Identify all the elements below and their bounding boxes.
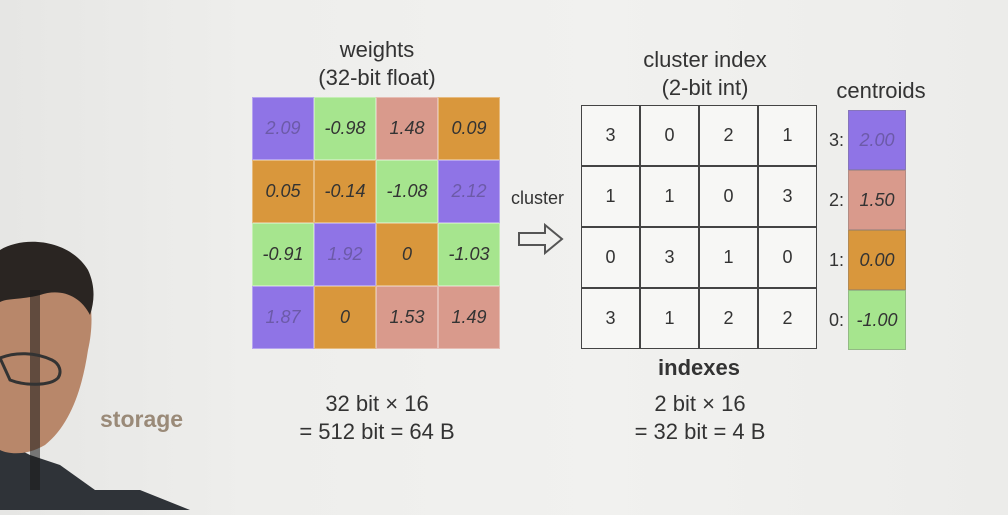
index-cell: 1 (581, 166, 640, 227)
centroid-label: 0: (828, 309, 844, 330)
weight-cell: 2.09 (252, 97, 314, 160)
centroid-label: 3: (828, 129, 844, 150)
centroid-row: 2: 1.50 (820, 170, 910, 230)
weight-cell: 0 (376, 223, 438, 286)
weights-title-line1: weights (339, 37, 415, 62)
weight-cell: -1.08 (376, 160, 438, 223)
index-storage: 2 bit × 16 = 32 bit = 4 B (590, 390, 810, 446)
weight-cell: 1.49 (438, 286, 500, 349)
weights-storage-line1: 32 bit × 16 (325, 391, 429, 416)
storage-label: storage (100, 406, 184, 432)
centroid-row: 1: 0.00 (820, 230, 910, 290)
index-cell: 1 (640, 288, 699, 349)
index-cell: 3 (581, 105, 640, 166)
centroid-row: 3: 2.00 (820, 110, 910, 170)
cluster-index-title-line2: (2-bit int) (661, 75, 749, 100)
centroid-value: 1.50 (848, 170, 906, 230)
index-cell: 0 (699, 166, 758, 227)
centroid-label: 1: (828, 249, 844, 270)
index-cell: 3 (758, 166, 817, 227)
centroid-row: 0: -1.00 (820, 290, 910, 350)
centroid-value: -1.00 (848, 290, 906, 350)
weights-title-line2: (32-bit float) (318, 65, 436, 90)
weight-cell: 0.09 (438, 97, 500, 160)
presenter-figure (0, 240, 190, 510)
index-cell: 2 (699, 288, 758, 349)
centroid-value: 0.00 (848, 230, 906, 290)
weight-cell: 1.92 (314, 223, 376, 286)
weight-cell: 2.12 (438, 160, 500, 223)
index-cell: 1 (758, 105, 817, 166)
index-cell: 1 (640, 166, 699, 227)
presenter-illustration (0, 241, 190, 510)
right-arrow-icon (517, 222, 565, 261)
weights-storage: 32 bit × 16 = 512 bit = 64 B (262, 390, 492, 446)
centroids-list: 3: 2.00 2: 1.50 1: 0.00 0: -1.00 (820, 110, 910, 350)
index-cell: 0 (758, 227, 817, 288)
weight-cell: 1.87 (252, 286, 314, 349)
cluster-index-title: cluster index (2-bit int) (600, 46, 810, 102)
weight-cell: 1.53 (376, 286, 438, 349)
weight-cell: 0.05 (252, 160, 314, 223)
weights-storage-line2: = 512 bit = 64 B (299, 419, 455, 444)
index-cell: 1 (699, 227, 758, 288)
index-storage-line1: 2 bit × 16 (654, 391, 746, 416)
index-cell: 3 (640, 227, 699, 288)
centroids-title: centroids (836, 78, 926, 103)
indexes-caption: indexes (658, 355, 740, 380)
weights-title: weights (32-bit float) (252, 36, 502, 92)
index-storage-line2: = 32 bit = 4 B (634, 419, 766, 444)
cluster-arrow-label: cluster (511, 188, 565, 208)
weight-cell: -0.91 (252, 223, 314, 286)
index-cell: 2 (758, 288, 817, 349)
weight-cell: -0.14 (314, 160, 376, 223)
centroid-value: 2.00 (848, 110, 906, 170)
index-cell: 3 (581, 288, 640, 349)
weight-cell: 0 (314, 286, 376, 349)
weight-cell: 1.48 (376, 97, 438, 160)
weight-cell: -1.03 (438, 223, 500, 286)
cluster-index-title-line1: cluster index (643, 47, 767, 72)
weight-cell: -0.98 (314, 97, 376, 160)
index-cell: 0 (581, 227, 640, 288)
weights-matrix: 2.09 -0.98 1.48 0.09 0.05 -0.14 -1.08 2.12 -0.91… (252, 97, 500, 349)
centroid-label: 2: (828, 189, 844, 210)
index-cell: 0 (640, 105, 699, 166)
index-cell: 2 (699, 105, 758, 166)
